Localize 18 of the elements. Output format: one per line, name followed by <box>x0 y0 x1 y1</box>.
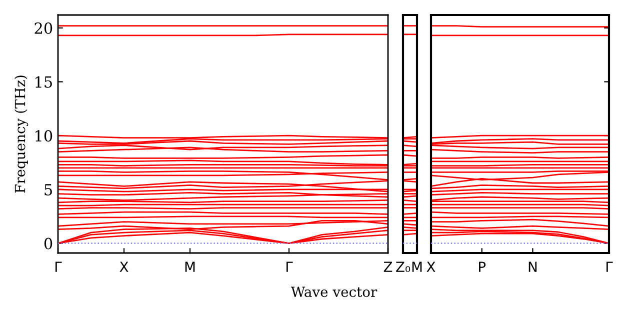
x-tick-label: Γ <box>286 262 293 272</box>
x-tick-label: Z₀ <box>396 262 410 272</box>
x-tick-label: Γ <box>606 262 613 272</box>
y-axis-title: Frequency (THz) <box>14 76 28 193</box>
x-tick-label: X <box>120 262 128 272</box>
x-tick-label: M <box>185 262 195 272</box>
x-tick-label: Z <box>384 262 392 272</box>
x-tick-label: P <box>479 262 486 272</box>
y-tick-label: 0 <box>44 238 52 250</box>
y-tick-label: 10 <box>36 130 52 142</box>
x-tick-label: X <box>426 262 436 272</box>
y-tick-label: 15 <box>36 76 52 88</box>
x-axis-title: Wave vector <box>290 286 378 298</box>
y-tick-label: 5 <box>44 184 52 196</box>
x-tick-label: N <box>528 262 537 272</box>
y-tick-label: 20 <box>34 22 52 34</box>
x-tick-label: M <box>412 262 422 272</box>
x-tick-label: Γ <box>55 262 62 272</box>
